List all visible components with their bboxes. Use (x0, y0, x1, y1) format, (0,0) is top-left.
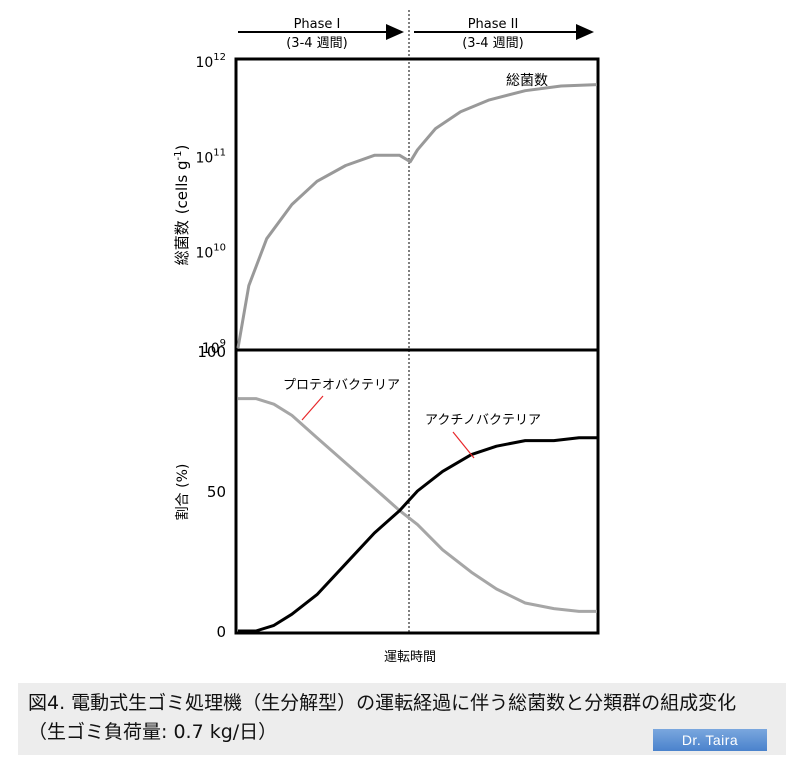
bottom-y-tick-label: 0 (216, 623, 226, 641)
figure-caption: 図4. 電動式生ゴミ処理機（生分解型）の運転経過に伴う総菌数と分類群の組成変化（… (28, 692, 737, 743)
author-watermark: Dr. Taira (653, 729, 767, 751)
phase-2-label: Phase II (468, 17, 519, 32)
actinobacteria-label: アクチノバクテリア (425, 413, 541, 428)
phase-1-arrowhead (386, 24, 404, 40)
composition-frame (234, 348, 600, 635)
actinobacteria-series-line (238, 436, 597, 633)
composition-y-axis-label: 割合 (%) (174, 464, 191, 521)
proteobacteria-series-line (238, 397, 597, 613)
composition-panel: 0 50 100 プロテオバクテリア アクチノバクテリア 割合 (%) 運転時間 (174, 343, 600, 665)
proteobacteria-label: プロテオバクテリア (283, 378, 400, 393)
bottom-y-tick-label: 50 (207, 483, 226, 501)
total-count-panel: 109 1010 1011 1012 総菌数 総菌数(cells g-1) (173, 52, 600, 357)
top-y-tick-label: 1012 (195, 52, 226, 71)
phase-2-header: Phase II (3-4 週間) (414, 17, 594, 51)
proteobacteria-leader (301, 395, 324, 421)
top-y-tick-label: 1011 (195, 147, 226, 166)
top-y-tick-label: 1010 (195, 243, 226, 262)
phase-2-arrowhead (576, 24, 594, 40)
phase-1-header: Phase I (3-4 週間) (238, 17, 404, 51)
total-count-y-axis-label: 総菌数(cells g-1) (173, 145, 191, 266)
total-count-series-line (236, 83, 598, 349)
phase-1-label: Phase I (294, 17, 341, 32)
actinobacteria-leader (452, 431, 475, 459)
x-axis-label: 運転時間 (384, 650, 436, 665)
figure-caption-box: 図4. 電動式生ゴミ処理機（生分解型）の運転経過に伴う総菌数と分類群の組成変化（… (18, 683, 786, 755)
phase-1-duration: (3-4 週間) (286, 36, 348, 51)
bottom-y-tick-label: 100 (197, 343, 226, 361)
phase-2-duration: (3-4 週間) (462, 36, 524, 51)
top-y-tick-label: 109 (202, 338, 226, 357)
total-count-series-label: 総菌数 (506, 73, 548, 89)
